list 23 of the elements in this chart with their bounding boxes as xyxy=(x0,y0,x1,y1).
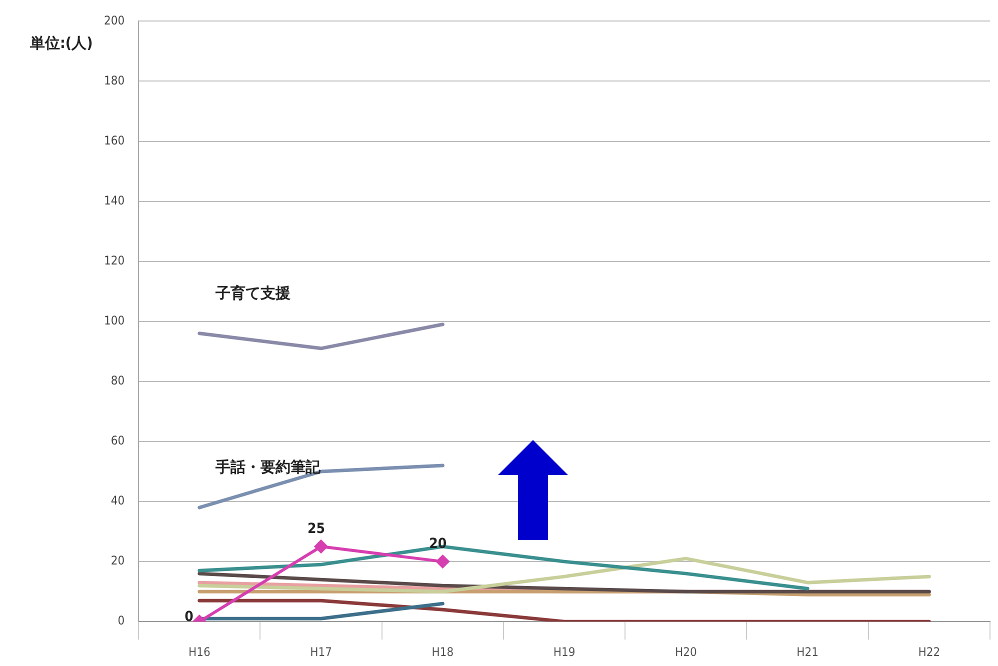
y-tick-label: 40 xyxy=(110,494,125,508)
series-label: 手話・要約筆記 xyxy=(214,458,322,476)
x-tick-label: H22 xyxy=(918,644,940,659)
x-tick-label: H18 xyxy=(432,644,454,659)
y-axis-title: 単位:(人) xyxy=(29,34,93,52)
x-tick-label: H21 xyxy=(796,644,818,659)
x-tick-label: H20 xyxy=(675,644,697,659)
y-tick-label: 0 xyxy=(118,614,125,628)
x-tick-label: H16 xyxy=(188,644,210,659)
y-tick-label: 100 xyxy=(104,314,125,328)
y-tick-label: 160 xyxy=(104,133,125,148)
y-tick-label: 80 xyxy=(110,374,125,388)
y-tick-label: 120 xyxy=(104,253,125,268)
y-tick-label: 60 xyxy=(110,434,125,448)
x-tick-label: H17 xyxy=(310,644,332,659)
data-label: 25 xyxy=(308,521,326,538)
x-tick-label: H19 xyxy=(553,644,576,659)
y-tick-label: 20 xyxy=(110,554,125,568)
y-tick-label: 180 xyxy=(104,73,125,88)
y-tick-label: 200 xyxy=(104,13,125,28)
text: 子育て支援 xyxy=(214,284,290,302)
y-tick-label: 140 xyxy=(104,193,125,208)
data-label: 0 xyxy=(184,609,194,626)
